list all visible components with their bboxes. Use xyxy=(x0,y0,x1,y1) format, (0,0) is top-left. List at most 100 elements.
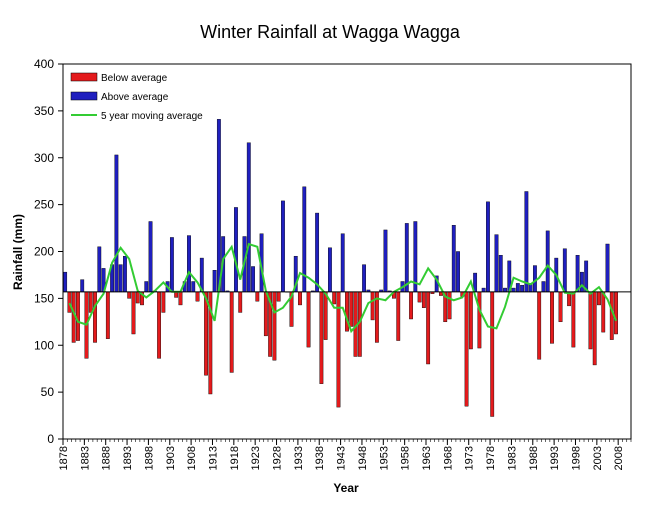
x-tick-label: 1993 xyxy=(549,446,561,470)
bar-above-average xyxy=(494,234,499,293)
bar-below-average xyxy=(592,291,597,366)
bar-below-average xyxy=(263,291,268,337)
legend: Below average Above average 5 year moving … xyxy=(70,72,203,122)
bar-below-average xyxy=(161,291,166,313)
x-tick-label: 1978 xyxy=(485,446,497,470)
bar-above-average xyxy=(144,281,149,293)
x-tick-label: 1973 xyxy=(464,446,476,470)
bar-below-average xyxy=(157,291,162,359)
x-tick-label: 1908 xyxy=(186,446,198,470)
bar-below-average xyxy=(477,291,482,349)
x-tick-label: 1963 xyxy=(421,446,433,470)
y-tick-label: 350 xyxy=(34,104,54,118)
bar-below-average xyxy=(370,291,375,321)
bar-below-average xyxy=(336,291,341,408)
bar-above-average xyxy=(605,243,610,293)
bar-below-average xyxy=(135,291,140,304)
x-tick-label: 1913 xyxy=(207,446,219,470)
legend-label: Below average xyxy=(101,73,168,84)
x-tick-label: 1948 xyxy=(357,446,369,470)
bar-below-average xyxy=(468,291,473,350)
y-tick-label: 100 xyxy=(34,338,54,352)
bar-below-average xyxy=(409,291,413,320)
x-tick-label: 1968 xyxy=(442,446,454,470)
bar-above-average xyxy=(503,287,507,293)
bar-below-average xyxy=(195,291,200,302)
bar-below-average xyxy=(396,291,401,341)
bar-below-average xyxy=(417,291,422,303)
bar-below-average xyxy=(597,291,601,306)
bar-above-average xyxy=(533,265,537,293)
bar-above-average xyxy=(413,221,418,293)
bar-below-average xyxy=(464,291,469,407)
y-tick-label: 250 xyxy=(34,198,54,212)
x-tick-label: 1918 xyxy=(229,446,241,470)
bar-above-average xyxy=(63,271,68,293)
bar-above-average xyxy=(148,221,153,293)
bar-above-average xyxy=(562,248,567,293)
bar-above-average xyxy=(383,229,388,293)
bar-above-average xyxy=(579,271,584,293)
bars-layer xyxy=(63,119,618,417)
bar-above-average xyxy=(340,233,345,293)
bar-above-average xyxy=(97,246,102,293)
bar-below-average xyxy=(319,291,324,384)
bar-above-average xyxy=(187,235,191,293)
y-tick-label: 400 xyxy=(34,57,54,71)
x-tick-label: 1888 xyxy=(101,446,113,470)
bar-above-average xyxy=(520,285,525,293)
bar-below-average xyxy=(229,291,234,373)
x-tick-label: 1933 xyxy=(293,446,305,470)
bar-above-average xyxy=(511,287,516,293)
bar-below-average xyxy=(93,291,97,343)
legend-label: Above average xyxy=(101,92,169,103)
y-tick-label: 0 xyxy=(47,432,54,446)
moving-average-line xyxy=(68,242,617,334)
x-tick-label: 1883 xyxy=(79,446,91,470)
x-tick-label: 2008 xyxy=(613,446,625,470)
x-tick-label: 1983 xyxy=(506,446,518,470)
bar-below-average xyxy=(298,291,302,306)
y-tick-label: 300 xyxy=(34,151,54,165)
bar-above-average xyxy=(169,237,174,293)
x-tick-label: 1943 xyxy=(336,446,348,470)
x-tick-label: 1958 xyxy=(400,446,412,470)
x-tick-label: 2003 xyxy=(592,446,604,470)
x-tick-label: 1898 xyxy=(143,446,155,470)
bar-below-average xyxy=(426,291,431,365)
bar-above-average xyxy=(524,191,529,293)
y-tick-label: 150 xyxy=(34,291,54,305)
y-axis-title: Rainfall (mm) xyxy=(11,214,25,290)
bar-below-average xyxy=(447,291,452,320)
x-axis-title: Year xyxy=(333,481,359,495)
bar-below-average xyxy=(76,291,80,341)
bar-above-average xyxy=(246,142,251,293)
bar-below-average xyxy=(558,291,563,323)
bar-above-average xyxy=(251,266,255,293)
bar-above-average xyxy=(456,251,460,293)
bar-above-average xyxy=(281,200,285,293)
x-tick-label: 1878 xyxy=(58,446,70,470)
bar-above-average xyxy=(575,255,580,293)
x-tick-label: 1953 xyxy=(378,446,390,470)
bar-above-average xyxy=(498,255,503,293)
bar-below-average xyxy=(588,291,593,350)
chart-title: Winter Rainfall at Wagga Wagga xyxy=(200,22,461,42)
bar-above-average xyxy=(451,225,456,293)
x-tick-label: 1998 xyxy=(570,446,582,470)
bar-below-average xyxy=(131,291,136,335)
bar-below-average xyxy=(238,291,243,313)
bar-below-average xyxy=(332,291,337,305)
bar-above-average xyxy=(362,264,366,293)
bar-above-average xyxy=(486,201,490,293)
bar-below-average xyxy=(67,291,72,313)
x-tick-label: 1923 xyxy=(250,446,262,470)
bar-below-average xyxy=(421,291,426,308)
bar-below-average xyxy=(614,291,618,335)
bar-below-average xyxy=(105,291,110,339)
bar-below-average xyxy=(255,291,260,302)
bar-above-average xyxy=(114,154,119,293)
bar-below-average xyxy=(571,291,576,348)
bar-below-average xyxy=(272,291,277,361)
